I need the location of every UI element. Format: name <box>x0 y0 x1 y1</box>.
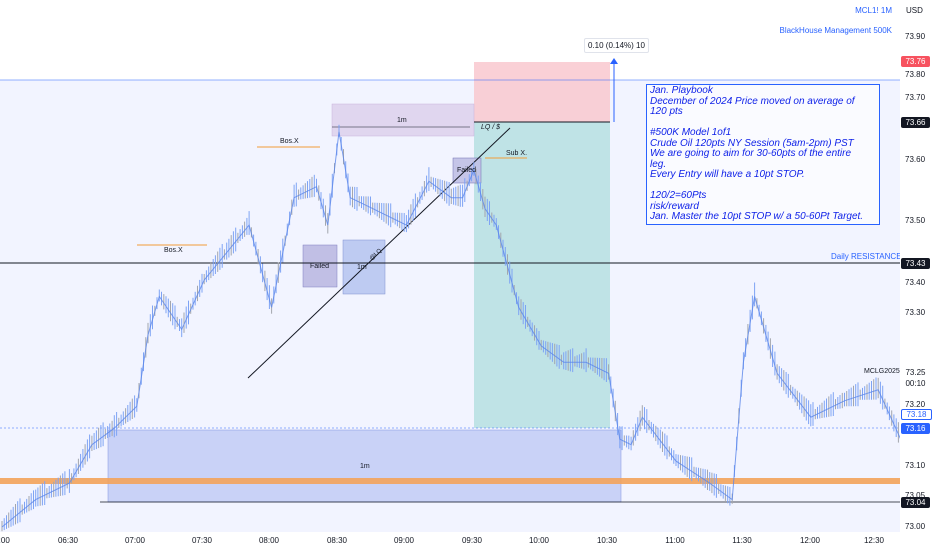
orange-band <box>0 478 900 484</box>
playbook-note[interactable]: Jan. Playbook December of 2024 Price mov… <box>646 84 880 225</box>
measure-arrow <box>610 58 618 64</box>
stop-zone <box>474 62 610 122</box>
time-tick: 10:00 <box>528 536 550 545</box>
failed-label-1: Failed <box>310 263 330 270</box>
time-tick: 07:00 <box>124 536 146 545</box>
time-tick: 6:00 <box>0 536 10 545</box>
price-line <box>1 131 900 528</box>
time-tick: 09:30 <box>461 536 483 545</box>
note-line: December of 2024 Price moved on average … <box>650 95 855 107</box>
one-m-label-top: 1m <box>397 117 407 124</box>
price-tick: 73.10 <box>905 461 926 470</box>
currency-label: USD <box>906 6 923 15</box>
time-tick: 11:00 <box>665 536 685 545</box>
time-axis[interactable]: 6:00 06:30 07:00 07:30 08:00 08:30 09:00… <box>0 532 900 550</box>
price-tick: 73.90 <box>905 32 926 41</box>
resistance-price-tag: 73.43 <box>901 258 930 269</box>
price-tick: 73.70 <box>905 93 926 102</box>
price-tick: 73.00 <box>905 522 926 531</box>
target-zone <box>474 122 610 428</box>
failed-label-2: Failed <box>457 167 477 174</box>
time-tick: 06:30 <box>57 536 79 545</box>
time-tick: 10:30 <box>596 536 618 545</box>
price-tick: 73.20 <box>905 400 926 409</box>
alt-price-tag: 73.18 <box>901 409 932 420</box>
time-tick: 07:30 <box>191 536 213 545</box>
mclg-label: MCLG2025 <box>864 368 900 375</box>
note-line: Jan. Master the 10pt STOP w/ a 50-60Pt T… <box>650 211 864 222</box>
countdown-tag: 00:10 <box>901 378 930 389</box>
symbol-interval[interactable]: MCL1! 1M <box>855 6 892 15</box>
note-line: 120/2=60Pts <box>650 190 707 201</box>
chart-area[interactable]: Bos.X Bos.X Sub X. LQ / $ 1m 1m 1m Faile… <box>0 0 900 532</box>
note-line: Crude Oil 120pts NY Session (5am-2pm) PS… <box>650 137 854 149</box>
price-tick: 73.80 <box>905 70 926 79</box>
range-box-bottom <box>107 429 622 503</box>
price-tick: 73.05 <box>905 491 926 500</box>
time-tick: 12:00 <box>799 536 821 545</box>
trendline <box>247 127 511 379</box>
time-tick: 12:30 <box>863 536 885 545</box>
time-tick: 09:00 <box>393 536 415 545</box>
note-line: #500K Model 1of1 <box>650 127 732 138</box>
one-m-label-mid: 1m <box>357 264 367 271</box>
measure-label: 0.10 (0.14%) 10 <box>584 38 649 53</box>
time-tick: 08:00 <box>258 536 280 545</box>
price-series <box>1 124 900 532</box>
note-line: Jan. Playbook <box>650 85 713 96</box>
price-tick: 73.50 <box>905 216 926 225</box>
lq-label: LQ / $ <box>481 124 501 131</box>
note-line: Every Entry will have a 10pt STOP. <box>650 169 805 180</box>
time-tick: 11:30 <box>732 536 752 545</box>
last-price-tag: 73.16 <box>901 423 930 434</box>
price-tick: 73.40 <box>905 278 926 287</box>
stop-price-tag: 73.76 <box>901 56 930 67</box>
low-price-tag: 73.04 <box>901 497 930 508</box>
mclg-price-tag: 73.25 <box>901 367 930 378</box>
account-name: BlackHouse Management 500K <box>779 26 892 35</box>
daily-resistance-label: Daily RESISTANCE <box>831 252 900 261</box>
bos-label-left: Bos.X <box>164 247 183 254</box>
note-line: risk/reward <box>650 200 699 212</box>
one-m-label-bottom: 1m <box>360 463 370 470</box>
note-line: We are going to aim for 30-60pts of the … <box>650 148 852 159</box>
price-tick: 73.30 <box>905 308 926 317</box>
failed-box-1 <box>302 244 338 288</box>
entry-price-tag: 73.66 <box>901 117 930 128</box>
note-line: 120 pts <box>650 106 683 117</box>
price-tick: 73.60 <box>905 155 926 164</box>
sub-x-label: Sub X. <box>506 150 528 157</box>
range-box-top <box>331 103 475 137</box>
bos-label-top: Bos.X <box>280 138 299 145</box>
note-line: leg. <box>650 158 667 170</box>
price-chart[interactable] <box>0 0 900 532</box>
time-tick: 08:30 <box>326 536 348 545</box>
price-scale[interactable]: USD 73.90 73.80 73.70 73.60 73.50 73.40 … <box>900 0 932 550</box>
